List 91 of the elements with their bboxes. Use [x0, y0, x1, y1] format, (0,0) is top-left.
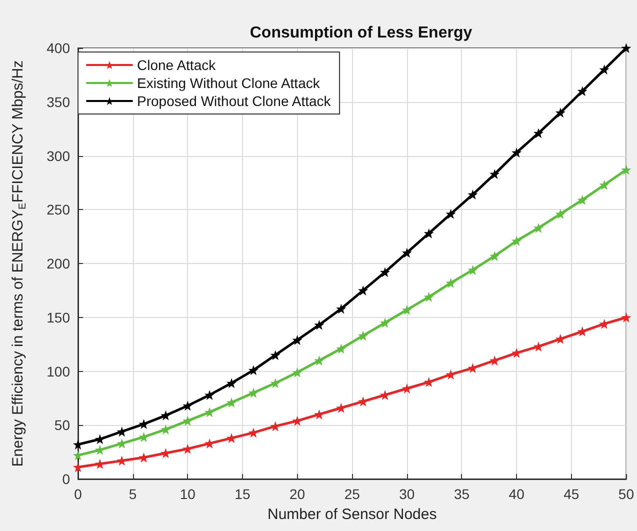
point — [424, 228, 434, 238]
point — [490, 355, 500, 366]
point — [73, 462, 83, 472]
point — [138, 432, 149, 442]
point — [577, 194, 588, 205]
point — [599, 180, 610, 190]
point — [534, 128, 544, 138]
point — [380, 267, 390, 278]
point — [204, 407, 215, 418]
x-tick-label: 50 — [618, 486, 634, 502]
legend-label: Existing Without Clone Attack — [137, 75, 321, 91]
point — [534, 341, 544, 352]
point — [402, 248, 412, 258]
point — [621, 43, 632, 53]
point — [380, 318, 390, 328]
point — [160, 410, 171, 420]
point — [446, 278, 456, 288]
point — [73, 440, 83, 450]
y-tick-label: 250 — [46, 202, 70, 218]
y-tick-label: 400 — [46, 40, 70, 56]
point — [204, 390, 215, 400]
x-tick-label: 35 — [454, 486, 470, 502]
point — [512, 148, 522, 158]
point — [336, 344, 346, 354]
x-tick-label: 40 — [508, 486, 525, 502]
point — [226, 378, 236, 388]
point — [534, 222, 544, 233]
point — [490, 169, 500, 180]
legend-label: Clone Attack — [137, 57, 217, 73]
y-tick-label: 300 — [46, 148, 70, 164]
point — [248, 428, 258, 438]
x-tick-label: 10 — [180, 486, 196, 502]
point — [468, 190, 478, 200]
point — [577, 326, 588, 336]
point — [446, 369, 456, 380]
point — [226, 397, 236, 408]
point — [270, 350, 280, 360]
point — [555, 108, 566, 118]
point — [116, 438, 127, 448]
point — [292, 367, 302, 378]
y-tick-label: 50 — [54, 417, 70, 434]
x-tick-label: 45 — [564, 486, 580, 502]
x-tick-label: 0 — [74, 486, 82, 502]
y-tick-label: 350 — [46, 94, 70, 110]
point — [248, 388, 258, 398]
y-tick-label: 150 — [46, 309, 70, 326]
point — [226, 433, 236, 444]
point — [555, 208, 566, 219]
point — [402, 383, 412, 394]
x-tick-label: 5 — [128, 486, 137, 502]
x-tick-label: 30 — [399, 486, 415, 502]
point — [380, 390, 390, 400]
point — [182, 400, 193, 411]
point — [138, 419, 149, 430]
point — [446, 208, 456, 219]
x-tick-label: 15 — [234, 486, 250, 502]
point — [555, 334, 566, 344]
y-tick-label: 100 — [46, 363, 70, 380]
point — [270, 378, 280, 388]
point — [599, 64, 610, 75]
point — [424, 292, 434, 302]
point — [402, 304, 412, 315]
point — [468, 363, 478, 374]
point — [94, 444, 105, 455]
y-tick-label: 0 — [62, 471, 70, 487]
x-tick-label: 20 — [289, 486, 306, 502]
point — [336, 304, 346, 314]
point — [248, 365, 258, 376]
point — [182, 416, 193, 426]
point — [314, 355, 324, 366]
point — [490, 250, 500, 261]
point — [424, 377, 434, 388]
point — [292, 335, 302, 346]
point — [468, 264, 478, 275]
point — [577, 86, 588, 96]
point — [73, 450, 83, 460]
point — [116, 426, 127, 437]
x-tick-label: 25 — [344, 486, 360, 502]
y-axis-title: Energy Efficiency in terms of ENERGYEFFICIENCY Mbps/Hz — [10, 60, 28, 467]
point — [358, 330, 368, 341]
point — [512, 236, 522, 246]
point — [160, 424, 171, 434]
point — [94, 434, 105, 444]
point — [358, 285, 368, 296]
point — [314, 320, 324, 330]
x-axis-title: Number of Sensor Nodes — [267, 506, 437, 523]
point — [621, 312, 632, 322]
point — [621, 164, 632, 175]
y-tick-label: 200 — [46, 256, 70, 272]
chart-title: Consumption of Less Energy — [250, 24, 472, 42]
legend-label: Proposed Without Clone Attack — [137, 93, 332, 109]
